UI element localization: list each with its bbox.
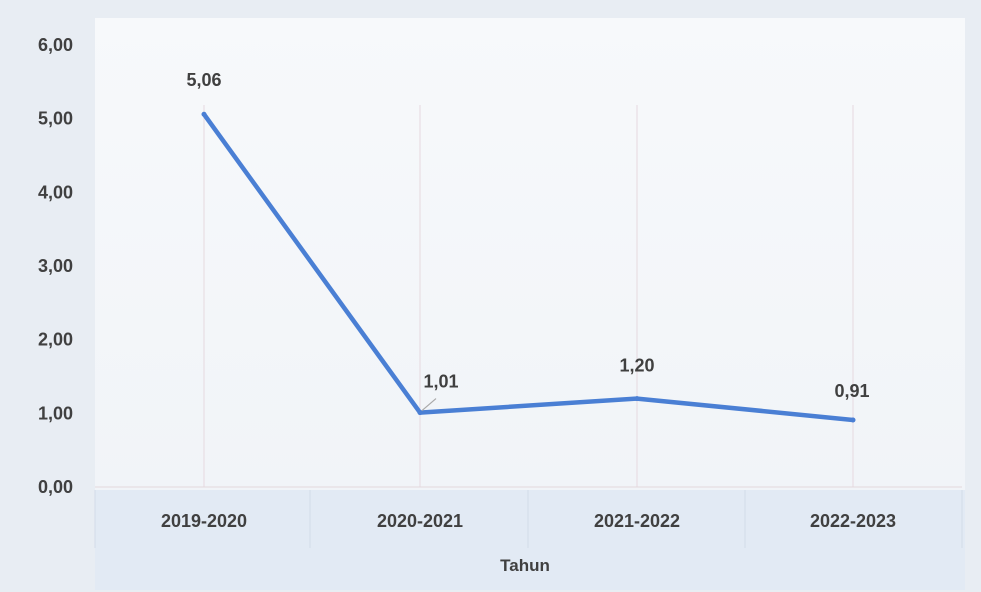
- x-tick-label: 2022-2023: [810, 511, 896, 531]
- x-tick-label: 2019-2020: [161, 511, 247, 531]
- grid-layer: [94, 105, 963, 548]
- data-label-layer: 5,06 1,01 1,20 0,91: [186, 70, 870, 412]
- y-tick-label: 0,00: [38, 477, 73, 497]
- data-label: 1,20: [619, 356, 654, 376]
- data-label: 0,91: [834, 381, 869, 401]
- data-point-2022-2023: [850, 417, 856, 423]
- series-layer: [201, 111, 856, 423]
- y-tick-label: 2,00: [38, 330, 73, 350]
- x-axis-title: Tahun: [500, 556, 550, 575]
- x-tick-label: 2021-2022: [594, 511, 680, 531]
- data-label: 1,01: [423, 372, 458, 392]
- y-tick-label: 6,00: [38, 35, 73, 55]
- series-line: [201, 111, 856, 423]
- y-tick-label: 4,00: [38, 182, 73, 202]
- y-tick-label: 5,00: [38, 109, 73, 129]
- y-tick-label: 1,00: [38, 403, 73, 423]
- data-point-2020-2021: [417, 410, 423, 416]
- y-tick-label: 3,00: [38, 256, 73, 276]
- plot-area: [95, 18, 965, 490]
- y-axis: 0,00 1,00 2,00 3,00 4,00 5,00 6,00: [38, 35, 73, 497]
- data-label-leader: [421, 398, 437, 412]
- x-tick-label: 2020-2021: [377, 511, 463, 531]
- category-axis-band: [95, 490, 965, 590]
- x-axis: 2019-2020 2020-2021 2021-2022 2022-2023: [161, 511, 896, 531]
- data-point-2021-2022: [634, 396, 640, 402]
- data-point-2019-2020: [201, 111, 207, 117]
- data-label: 5,06: [186, 70, 221, 90]
